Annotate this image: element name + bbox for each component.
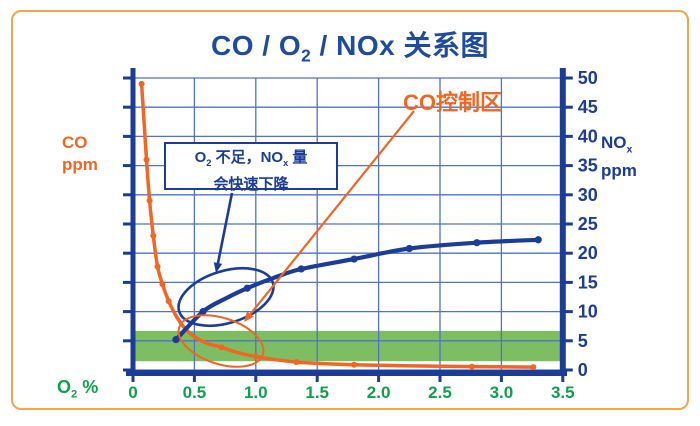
nox-data-point xyxy=(473,239,481,247)
x-tick-label: 1.5 xyxy=(305,383,329,402)
nox-data-point xyxy=(297,265,305,273)
x-axis-label-main: O xyxy=(57,377,72,397)
x-tick-label: 0 xyxy=(128,383,137,402)
co-control-pointer-line xyxy=(245,110,415,320)
title-text-suffix: / NOx 关系图 xyxy=(311,30,489,61)
co-curve xyxy=(139,82,536,369)
nox-curve xyxy=(173,237,541,342)
nox-data-point xyxy=(243,284,251,292)
annotation-o-sub: 2 xyxy=(206,158,212,168)
y-tick-label: 20 xyxy=(578,243,598,263)
left-axis-label-line1: CO xyxy=(62,133,88,152)
right-axis-label-main: NO xyxy=(601,133,627,152)
title-text: CO / O xyxy=(211,30,302,61)
annotation-arrow-head xyxy=(213,262,223,273)
chart-title: CO / O2 / NOx 关系图 xyxy=(0,24,700,67)
x-tick-label: 3.0 xyxy=(490,383,514,402)
x-axis-label-suffix: % xyxy=(77,377,99,397)
annotation-end: 量 xyxy=(288,149,308,166)
outer-border xyxy=(11,10,689,410)
co-data-point xyxy=(351,361,358,368)
y-tick-label: 40 xyxy=(578,126,598,146)
y-tick-label: 45 xyxy=(578,97,598,117)
right-axis-label-subscript: x xyxy=(626,143,633,156)
left-axis-label-line2: ppm xyxy=(62,155,98,174)
nox-data-point xyxy=(350,255,358,263)
y-tick-label: 0 xyxy=(578,360,588,380)
co-data-point xyxy=(143,156,150,163)
title-subscript: 2 xyxy=(301,45,312,66)
annotation-o: O xyxy=(194,149,207,166)
co-control-pointer-line-head xyxy=(244,311,254,322)
nox-data-point xyxy=(199,308,207,316)
co-data-point xyxy=(159,281,166,288)
y-tick-label: 25 xyxy=(578,214,598,234)
right-axis-label-line1: NOx xyxy=(601,132,637,160)
nox-drop-annotation-box: O2 不足，NOx 量 会快速下降 xyxy=(164,142,338,193)
nox-data-point xyxy=(534,236,542,244)
annotation-mid: 不足，NO xyxy=(211,149,284,166)
y-tick-label: 5 xyxy=(578,331,588,351)
target-band xyxy=(133,330,563,362)
co-data-point xyxy=(138,80,145,87)
co-control-zone-label: CO控制区 xyxy=(403,90,503,115)
right-axis-label: NOx ppm xyxy=(601,132,637,182)
x-tick-label: 1.0 xyxy=(244,383,268,402)
nox-data-point xyxy=(172,336,180,344)
x-tick-label: 0.5 xyxy=(183,383,207,402)
co-data-point xyxy=(165,298,172,305)
annotation-arrow xyxy=(215,192,234,270)
annotation-x-sub: x xyxy=(283,158,289,168)
annotation-line-2: 会快速下降 xyxy=(213,176,289,193)
x-tick-label: 2.0 xyxy=(367,383,391,402)
co-control-ellipse xyxy=(177,314,265,368)
y-tick-label: 30 xyxy=(578,185,598,205)
x-axis-label: O2 % xyxy=(57,377,98,401)
co-data-point xyxy=(150,232,157,239)
annotation-line-1: O2 不足，NOx 量 xyxy=(166,147,336,174)
y-tick-label: 15 xyxy=(578,272,598,292)
nox-data-point xyxy=(405,244,413,253)
co-data-point xyxy=(218,344,225,351)
co-data-point xyxy=(468,363,475,370)
x-tick-label: 2.5 xyxy=(428,383,452,402)
co-data-point xyxy=(154,263,161,270)
co-data-point xyxy=(293,359,300,366)
x-axis-label-subscript: 2 xyxy=(71,388,78,401)
co-data-point xyxy=(146,197,153,204)
left-axis-label: CO ppm xyxy=(62,132,98,176)
co-data-point xyxy=(252,353,259,360)
y-tick-label: 50 xyxy=(578,68,598,88)
right-axis-label-line2: ppm xyxy=(601,161,637,181)
y-tick-label: 35 xyxy=(578,156,598,176)
y-tick-label: 10 xyxy=(578,302,598,322)
co-data-point xyxy=(530,364,537,371)
x-tick-label: 3.5 xyxy=(551,383,575,402)
